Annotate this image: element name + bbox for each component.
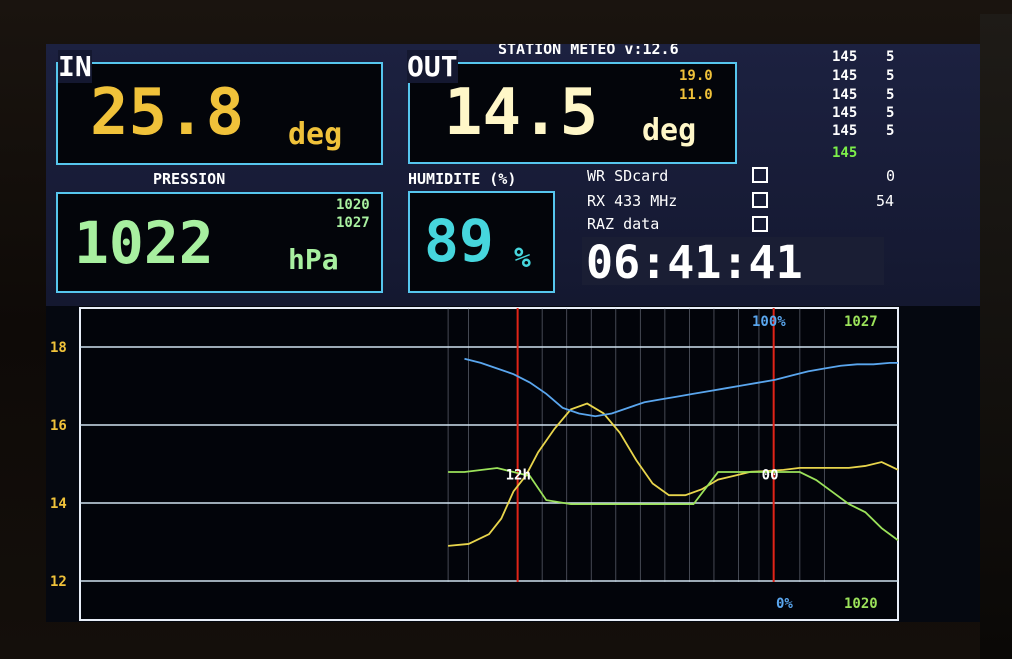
counter-b-3: 5 — [886, 105, 895, 121]
clock-time: 06:41:41 — [586, 236, 803, 289]
pressure-value: 1022 — [74, 209, 214, 277]
rx-count: 54 — [876, 192, 895, 210]
counter-a-3: 145 — [832, 105, 858, 121]
sdcard-label: WR SDcard — [587, 167, 669, 185]
humidity-unit: % — [514, 241, 531, 274]
counter-a-4: 145 — [832, 123, 858, 139]
outdoor-temp-unit: deg — [642, 113, 697, 148]
counter-a-2: 145 — [832, 87, 858, 103]
series-line-humidity_line — [464, 357, 898, 418]
lcd-screen: STATION METEO v:12.6 IN 25.8 deg OUT 14.… — [46, 44, 980, 622]
outdoor-label: OUT — [407, 50, 458, 83]
pressure-min: 1020 — [336, 197, 370, 213]
humidity-label: HUMIDITE (%) — [408, 170, 517, 188]
counter-a-1: 145 — [832, 68, 858, 84]
pressure-min-label: 1020 — [844, 596, 878, 612]
raz-label: RAZ data — [587, 215, 660, 233]
outdoor-panel — [408, 62, 737, 164]
dashboard-top-panel: STATION METEO v:12.6 IN 25.8 deg OUT 14.… — [46, 44, 980, 306]
y-tick-label-1: 16 — [50, 418, 67, 434]
station-title: STATION METEO v:12.6 — [498, 44, 679, 58]
y-tick-label-0: 18 — [50, 340, 67, 356]
rx-label: RX 433 MHz — [587, 192, 678, 210]
sdcard-checkbox[interactable] — [752, 167, 768, 183]
clock-background — [582, 237, 884, 285]
pressure-max-label: 1027 — [844, 314, 878, 330]
time-marker-label-0: 12h — [506, 468, 531, 484]
counter-b-4: 5 — [886, 123, 895, 139]
counter-total: 145 — [832, 145, 858, 161]
sdcard-count: 0 — [886, 167, 896, 185]
outdoor-max: 19.0 — [679, 68, 713, 84]
counter-a-0: 145 — [832, 49, 858, 65]
humidity-value: 89 — [424, 207, 494, 275]
counter-b-1: 5 — [886, 68, 895, 84]
history-chart-svg: 18 16 14 12 12h 00 100% 1027 0% 1020 — [50, 307, 899, 621]
indoor-temperature: 25.8 — [90, 76, 245, 150]
series-line-temp_line — [448, 402, 899, 547]
history-chart: 18 16 14 12 12h 00 100% 1027 0% 1020 — [46, 306, 980, 622]
y-tick-label-3: 12 — [50, 574, 67, 590]
raz-checkbox[interactable] — [752, 216, 768, 232]
pressure-label: PRESSION — [153, 170, 226, 188]
outdoor-min: 11.0 — [679, 87, 713, 103]
bezel-edge — [980, 14, 1012, 659]
pressure-panel — [56, 192, 383, 293]
indoor-panel — [56, 62, 383, 165]
time-marker-label-1: 00 — [762, 468, 779, 484]
pressure-unit: hPa — [288, 243, 339, 276]
humidity-panel — [408, 191, 555, 293]
y-tick-label-2: 14 — [50, 496, 67, 512]
rx-checkbox[interactable] — [752, 192, 768, 208]
series-line-pressure_line — [448, 467, 899, 541]
counter-b-2: 5 — [886, 87, 895, 103]
outdoor-temperature: 14.5 — [444, 76, 599, 150]
indoor-label: IN — [58, 50, 92, 83]
pressure-max: 1027 — [336, 215, 370, 231]
humidity-min-label: 0% — [776, 596, 793, 612]
counter-column: 145 5 145 5 145 5 145 5 145 5 145 — [816, 48, 976, 160]
humidity-max-label: 100% — [752, 314, 786, 330]
plot-frame — [79, 307, 899, 621]
indoor-temp-unit: deg — [288, 117, 343, 152]
counter-b-0: 5 — [886, 49, 895, 65]
